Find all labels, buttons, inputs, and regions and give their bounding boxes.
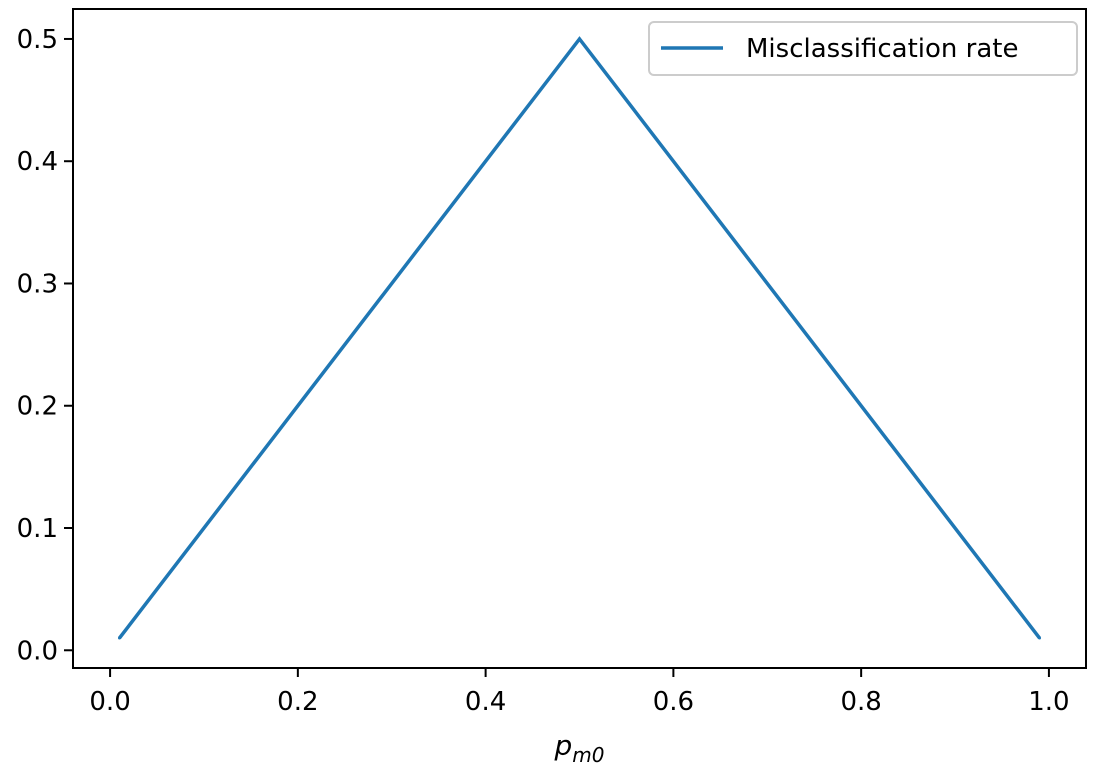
y-axis-ticks: 0.0 0.1 0.2 0.3 0.4 0.5 xyxy=(17,25,73,666)
y-tick-label: 0.4 xyxy=(17,147,58,177)
x-axis-label-subscript: m0 xyxy=(572,743,604,767)
x-tick-label: 1.0 xyxy=(1028,687,1069,717)
y-tick-label: 0.3 xyxy=(17,269,58,299)
y-tick-label: 0.5 xyxy=(17,25,58,55)
x-tick-label: 0.6 xyxy=(653,687,694,717)
data-point xyxy=(578,37,581,41)
y-tick-label: 0.2 xyxy=(17,392,58,422)
plot-area xyxy=(72,8,1087,669)
legend-label-misclassification-rate: Misclassification rate xyxy=(746,34,1018,64)
data-point xyxy=(1038,636,1042,640)
legend: Misclassification rate xyxy=(648,21,1078,76)
data-point xyxy=(117,636,121,640)
x-axis-label: pm0 xyxy=(554,729,605,767)
series-layer xyxy=(117,36,1042,640)
legend-box xyxy=(648,21,1078,76)
x-tick-label: 0.2 xyxy=(277,687,318,717)
x-axis-label-base: p xyxy=(554,729,573,762)
y-tick-label: 0.0 xyxy=(17,636,58,666)
y-tick-label: 0.1 xyxy=(17,514,58,544)
x-tick-label: 0.0 xyxy=(89,687,130,717)
x-tick-label: 0.4 xyxy=(465,687,506,717)
x-axis-ticks: 0.0 0.2 0.4 0.6 0.8 1.0 xyxy=(89,668,1070,717)
x-tick-label: 0.8 xyxy=(840,687,881,717)
axes-frame xyxy=(72,8,1087,669)
